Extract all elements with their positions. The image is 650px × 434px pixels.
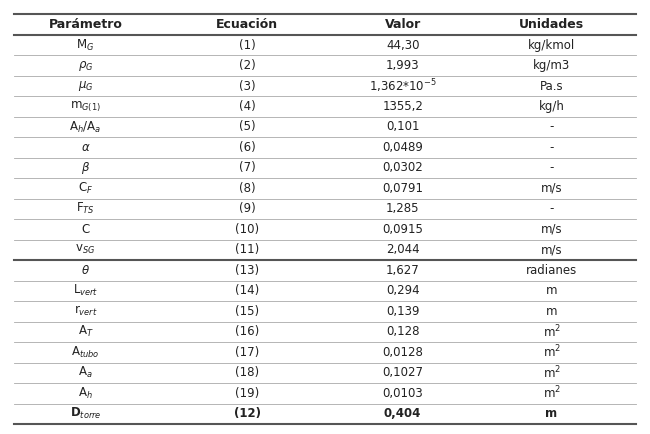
Text: Pa.s: Pa.s: [540, 79, 564, 92]
Text: 1,627: 1,627: [386, 264, 419, 277]
Text: $\beta$: $\beta$: [81, 160, 90, 176]
Text: m$^2$: m$^2$: [543, 323, 560, 340]
Text: -: -: [549, 161, 554, 174]
Text: 0,0103: 0,0103: [382, 387, 423, 400]
Text: 0,0302: 0,0302: [382, 161, 423, 174]
Text: D$_{torre}$: D$_{torre}$: [70, 406, 101, 421]
Text: kg/m3: kg/m3: [533, 59, 570, 72]
Text: 1,993: 1,993: [386, 59, 419, 72]
Text: Ecuación: Ecuación: [216, 18, 278, 31]
Text: (5): (5): [239, 121, 255, 134]
Text: (2): (2): [239, 59, 255, 72]
Text: radianes: radianes: [526, 264, 577, 277]
Text: (16): (16): [235, 326, 259, 339]
Text: Valor: Valor: [385, 18, 421, 31]
Text: (15): (15): [235, 305, 259, 318]
Text: m$^2$: m$^2$: [543, 344, 560, 361]
Text: m: m: [545, 407, 558, 420]
Text: (18): (18): [235, 366, 259, 379]
Text: m/s: m/s: [541, 182, 562, 195]
Text: (13): (13): [235, 264, 259, 277]
Text: 2,044: 2,044: [386, 243, 419, 256]
Text: kg/h: kg/h: [539, 100, 564, 113]
Text: 0,0489: 0,0489: [382, 141, 423, 154]
Text: -: -: [549, 202, 554, 215]
Text: -: -: [549, 141, 554, 154]
Text: $\theta$: $\theta$: [81, 264, 90, 277]
Text: 0,0128: 0,0128: [382, 346, 423, 359]
Text: 0,101: 0,101: [386, 121, 419, 134]
Text: M$_G$: M$_G$: [77, 37, 95, 53]
Text: A$_a$: A$_a$: [78, 365, 93, 380]
Text: v$_{SG}$: v$_{SG}$: [75, 243, 96, 256]
Text: A$_T$: A$_T$: [77, 324, 94, 339]
Text: L$_{vert}$: L$_{vert}$: [73, 283, 98, 299]
Text: 1,285: 1,285: [386, 202, 419, 215]
Text: $\alpha$: $\alpha$: [81, 141, 90, 154]
Text: m$^2$: m$^2$: [543, 365, 560, 381]
Text: m: m: [546, 284, 557, 297]
Text: m/s: m/s: [541, 243, 562, 256]
Text: m: m: [546, 305, 557, 318]
Text: C: C: [81, 223, 90, 236]
Text: m/s: m/s: [541, 223, 562, 236]
Text: A$_h$: A$_h$: [78, 386, 93, 401]
Text: (9): (9): [239, 202, 255, 215]
Text: -: -: [549, 121, 554, 134]
Text: $\rho$$_G$: $\rho$$_G$: [78, 59, 94, 72]
Text: 1,362*10$^{-5}$: 1,362*10$^{-5}$: [369, 77, 437, 95]
Text: 1355,2: 1355,2: [382, 100, 423, 113]
Text: kg/kmol: kg/kmol: [528, 39, 575, 52]
Text: (7): (7): [239, 161, 255, 174]
Text: 0,139: 0,139: [386, 305, 419, 318]
Text: Parámetro: Parámetro: [49, 18, 122, 31]
Text: C$_F$: C$_F$: [78, 181, 93, 196]
Text: $\mu$$_G$: $\mu$$_G$: [77, 79, 94, 93]
Text: A$_{tubo}$: A$_{tubo}$: [72, 345, 99, 360]
Text: m$^2$: m$^2$: [543, 385, 560, 401]
Text: 0,294: 0,294: [386, 284, 419, 297]
Text: (1): (1): [239, 39, 255, 52]
Text: m$_{G(1)}$: m$_{G(1)}$: [70, 99, 101, 114]
Text: 0,0791: 0,0791: [382, 182, 423, 195]
Text: (12): (12): [234, 407, 261, 420]
Text: (11): (11): [235, 243, 259, 256]
Text: (4): (4): [239, 100, 255, 113]
Text: Unidades: Unidades: [519, 18, 584, 31]
Text: (6): (6): [239, 141, 255, 154]
Text: (17): (17): [235, 346, 259, 359]
Text: 0,1027: 0,1027: [382, 366, 423, 379]
Text: (3): (3): [239, 79, 255, 92]
Text: A$_h$/A$_a$: A$_h$/A$_a$: [70, 119, 101, 135]
Text: 0,404: 0,404: [384, 407, 421, 420]
Text: F$_{TS}$: F$_{TS}$: [76, 201, 95, 217]
Text: (19): (19): [235, 387, 259, 400]
Text: 44,30: 44,30: [386, 39, 419, 52]
Text: 0,0915: 0,0915: [382, 223, 423, 236]
Text: r$_{vert}$: r$_{vert}$: [73, 304, 98, 319]
Text: (10): (10): [235, 223, 259, 236]
Text: (14): (14): [235, 284, 259, 297]
Text: (8): (8): [239, 182, 255, 195]
Text: 0,128: 0,128: [386, 326, 419, 339]
